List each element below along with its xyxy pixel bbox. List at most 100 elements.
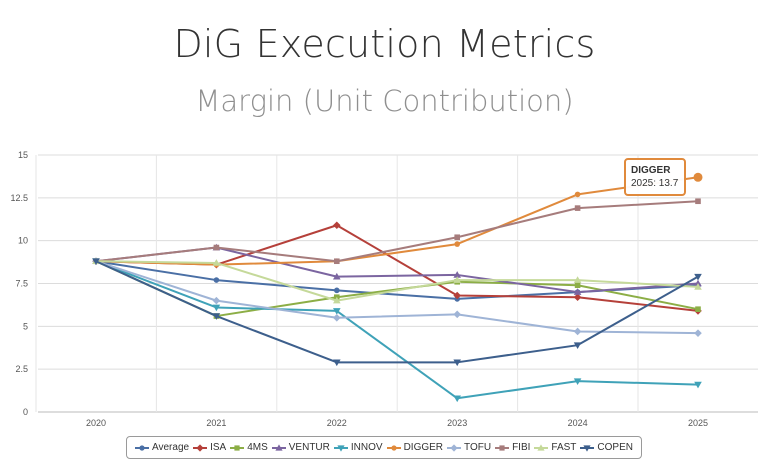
data-point-fast xyxy=(573,276,582,283)
legend-swatch xyxy=(271,443,286,451)
series-copen xyxy=(92,258,702,367)
data-point-copen xyxy=(333,359,341,367)
legend-item-average[interactable]: Average xyxy=(135,442,189,453)
y-tick-label: 2.5 xyxy=(15,364,28,374)
legend-item-tofu[interactable]: TOFU xyxy=(447,442,491,453)
legend-item-digger[interactable]: DIGGER xyxy=(386,442,444,453)
legend-marker xyxy=(234,444,240,451)
legend-swatch xyxy=(333,444,348,452)
chart-series xyxy=(92,172,703,403)
legend-marker xyxy=(139,444,145,451)
legend-marker xyxy=(537,443,546,451)
chart-legend: Average ISA 4MS VENTUR INNOV DIGGER TOFU FIBI FA… xyxy=(126,436,642,459)
series-line-digger xyxy=(95,176,699,266)
legend-item-fibi[interactable]: FIBI xyxy=(495,442,530,453)
data-point-digger xyxy=(454,241,461,247)
legend-label: VENTUR xyxy=(288,442,330,453)
series-line-tofu xyxy=(95,260,699,335)
legend-label: FIBI xyxy=(512,442,531,453)
legend-item-copen[interactable]: COPEN xyxy=(580,442,633,453)
data-point-4ms xyxy=(574,282,581,289)
tooltip-series-name: DIGGER xyxy=(631,165,671,176)
legend-item-ventur[interactable]: VENTUR xyxy=(271,442,330,453)
data-point-digger xyxy=(574,191,581,198)
data-point-ventur xyxy=(333,272,341,280)
legend-swatch xyxy=(135,444,149,451)
data-point-fast xyxy=(333,296,341,304)
x-tick-label: 2023 xyxy=(447,418,467,428)
legend-item-fast[interactable]: FAST xyxy=(534,442,576,453)
data-point-average xyxy=(213,277,220,283)
legend-item-innov[interactable]: INNOV xyxy=(333,442,383,453)
data-point-4ms xyxy=(695,306,701,312)
x-axis: 2020 2021 2022 2023 2024 2025 xyxy=(86,418,708,428)
legend-label: COPEN xyxy=(597,442,633,453)
chart-subtitle: Margin (Unit Contribution) xyxy=(195,84,574,118)
series-line-innov xyxy=(95,260,699,400)
legend-swatch xyxy=(495,444,510,451)
y-axis: 0 2.5 5 7.5 10 12.5 15 xyxy=(10,150,28,417)
y-tick-label: 12.5 xyxy=(10,193,28,203)
series-line-copen xyxy=(95,260,699,364)
x-tick-label: 2024 xyxy=(568,418,588,428)
legend-item-isa[interactable]: ISA xyxy=(193,442,226,453)
data-point-innov xyxy=(453,395,461,403)
data-point-copen xyxy=(573,342,582,349)
data-point-fast xyxy=(453,276,461,283)
legend-label: ISA xyxy=(210,442,227,453)
data-point-tofu xyxy=(694,329,702,337)
data-point-fibi xyxy=(334,258,340,265)
legend-marker xyxy=(275,443,283,451)
data-point-innov xyxy=(694,381,702,389)
tooltip-value: 2025: 13.7 xyxy=(631,178,679,189)
data-point-digger xyxy=(693,172,703,182)
legend-swatch xyxy=(447,443,462,452)
legend-swatch xyxy=(534,443,549,451)
data-point-isa xyxy=(573,293,582,302)
data-point-fibi xyxy=(695,198,701,205)
legend-label: Average xyxy=(152,442,190,453)
legend-marker xyxy=(450,443,458,452)
x-tick-label: 2025 xyxy=(688,418,708,428)
legend-marker xyxy=(337,444,345,452)
legend-label: TOFU xyxy=(464,442,492,453)
legend-swatch xyxy=(580,444,595,452)
y-tick-label: 7.5 xyxy=(15,279,28,289)
data-point-innov xyxy=(333,308,341,315)
legend-swatch xyxy=(386,444,401,451)
legend-label: DIGGER xyxy=(403,442,444,453)
data-point-ventur xyxy=(573,288,582,295)
data-tooltip: DIGGER 2025: 13.7 xyxy=(624,158,686,196)
data-point-fibi xyxy=(213,244,220,251)
data-point-fibi xyxy=(454,234,460,241)
legend-label: FAST xyxy=(551,442,577,453)
legend-label: INNOV xyxy=(350,442,383,453)
legend-marker xyxy=(390,444,397,451)
data-point-copen xyxy=(212,313,221,320)
y-tick-label: 15 xyxy=(18,150,28,160)
data-point-isa xyxy=(453,291,461,300)
data-point-copen xyxy=(92,258,100,266)
series-digger xyxy=(93,172,703,268)
x-tick-label: 2020 xyxy=(86,418,106,428)
legend-marker xyxy=(583,444,592,452)
legend-swatch xyxy=(193,443,208,452)
data-point-isa xyxy=(333,221,341,230)
legend-label: 4MS xyxy=(247,442,268,453)
data-point-fast xyxy=(212,259,221,266)
series-line-fibi xyxy=(95,200,699,263)
data-point-ventur xyxy=(694,279,702,287)
data-point-average xyxy=(334,287,340,294)
x-tick-label: 2022 xyxy=(327,418,347,428)
legend-item-4ms[interactable]: 4MS xyxy=(230,442,268,453)
data-point-tofu xyxy=(453,310,461,319)
chart-title: DiG Execution Metrics xyxy=(173,22,596,66)
data-point-tofu xyxy=(333,313,341,322)
legend-marker xyxy=(196,443,204,452)
legend-marker xyxy=(499,444,505,451)
data-point-tofu xyxy=(212,296,221,305)
data-point-fibi xyxy=(574,205,581,211)
legend-swatch xyxy=(230,444,245,451)
x-tick-label: 2021 xyxy=(206,418,226,428)
